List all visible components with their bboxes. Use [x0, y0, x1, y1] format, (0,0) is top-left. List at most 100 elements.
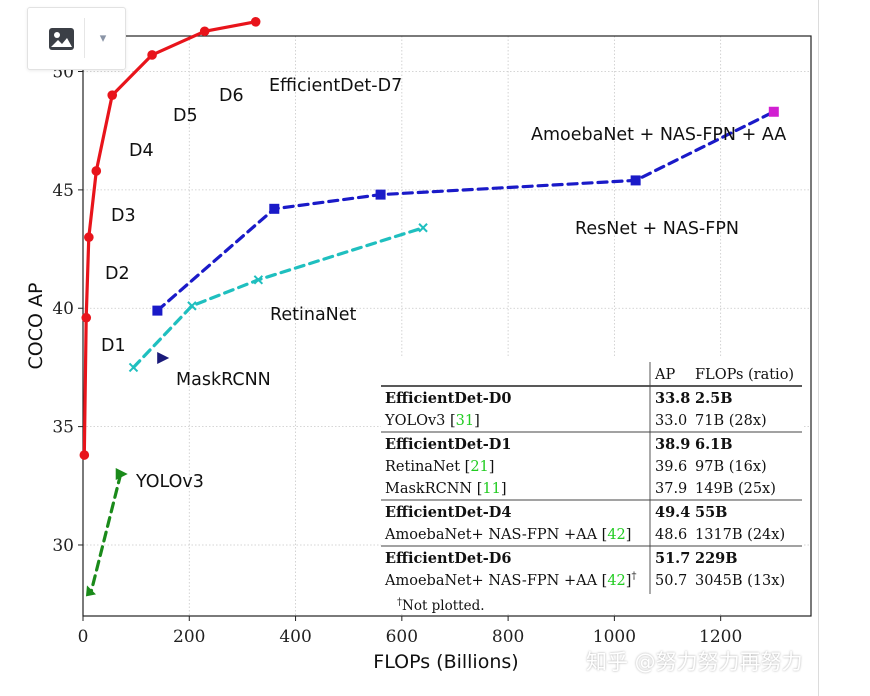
data-point — [85, 585, 96, 597]
marker-stroke — [418, 223, 428, 233]
table-cell-model: RetinaNet [21] — [385, 459, 494, 475]
series-maskrcnn — [157, 351, 170, 364]
table-footnote-dagger: † — [397, 597, 402, 608]
table-cell-flops: 229B — [695, 550, 738, 567]
table-cell-model-text: YOLOv3 [ — [384, 413, 456, 429]
table-cell-model: MaskRCNN [11] — [385, 481, 507, 497]
table-cell-ap: 51.7 — [655, 550, 690, 567]
annotations: EfficientDet-D7 D6 D5 D4 D3 D2 D1 AmoebaNet + N… — [101, 76, 786, 492]
table-cell-ap: 33.8 — [655, 390, 690, 407]
table-cell-flops: 3045B (13x) — [695, 573, 785, 589]
annotation-d3: D3 — [111, 206, 136, 226]
table-cell-ref-close: ] — [489, 459, 495, 475]
table-bg — [381, 358, 802, 614]
series-line-efficientdet — [82, 20, 258, 457]
data-point — [630, 175, 641, 186]
annotation-retinanet: RetinaNet — [270, 305, 357, 325]
y-tick-label: 30 — [52, 536, 74, 556]
table-cell-model: AmoebaNet+ NAS-FPN +AA [42] — [384, 527, 631, 543]
table-cell-ref: 42 — [607, 573, 625, 589]
table-cell-ap: 33.0 — [655, 413, 687, 429]
table-cell-model: YOLOv3 [31] — [384, 413, 480, 429]
annotation-yolov3: YOLOv3 — [135, 472, 204, 492]
table-cell-model-text: MaskRCNN [ — [385, 481, 482, 497]
y-axis-label: COCO AP — [25, 283, 47, 370]
data-point — [128, 362, 139, 373]
data-point — [81, 312, 92, 323]
table-cell-flops: 6.1B — [695, 436, 732, 453]
annotation-d6: D6 — [219, 86, 244, 106]
x-tick-label: 600 — [386, 627, 418, 647]
annotation-resnet-nas-fpn: ResNet + NAS-FPN — [575, 219, 739, 239]
table-header-flops: FLOPs (ratio) — [695, 367, 794, 383]
data-point — [269, 203, 280, 214]
y-tick-label: 40 — [52, 299, 74, 319]
table-cell-flops: 55B — [695, 504, 727, 521]
data-point — [768, 106, 779, 117]
page-scroll-area[interactable] — [818, 0, 870, 696]
table-cell-flops: 1317B (24x) — [695, 527, 785, 543]
annotation-d1: D1 — [101, 336, 126, 356]
data-point — [157, 351, 170, 364]
x-tick-label: 800 — [492, 627, 524, 647]
series-amoebanet-nas-fpn-aa — [152, 106, 779, 316]
series-efficientdet — [79, 16, 261, 460]
annotation-d5: D5 — [173, 106, 198, 126]
table-cell-model-text: AmoebaNet+ NAS-FPN +AA [ — [384, 527, 607, 543]
y-tick-label: 35 — [52, 418, 74, 438]
series-line-yolov3 — [89, 472, 123, 594]
table-footnote-text: Not plotted. — [402, 598, 485, 614]
annotation-maskrcnn: MaskRCNN — [176, 370, 271, 390]
data-point — [418, 223, 428, 233]
image-toolbar: ▾ — [27, 7, 126, 70]
marker-stroke — [128, 362, 139, 373]
data-point — [375, 189, 386, 200]
data-point — [250, 16, 261, 27]
series-yolov3 — [85, 467, 128, 597]
data-point — [84, 232, 94, 243]
data-point — [79, 450, 90, 460]
table-cell-ap: 48.6 — [655, 527, 687, 543]
series-group — [79, 16, 779, 597]
series-retinanet — [128, 223, 428, 373]
plot-frame — [82, 35, 812, 617]
data-point — [115, 467, 128, 480]
comparison-table: AP FLOPs (ratio) EfficientDet-D0 33.8 2.5B YO… — [381, 358, 802, 614]
table-cell-ref-close: ] — [501, 481, 507, 497]
table-cell-flops: 2.5B — [695, 390, 732, 407]
image-icon[interactable] — [48, 27, 75, 51]
table-cell-ref-close: ] — [474, 413, 480, 429]
watermark: 知乎 @努力努力再努力 — [586, 650, 803, 674]
data-point — [91, 166, 102, 176]
x-tick-label: 1200 — [699, 627, 742, 647]
data-point — [147, 50, 157, 60]
data-point — [187, 301, 197, 311]
table-cell-model-text: EfficientDet-D4 — [385, 504, 511, 521]
table-cell-ref: 11 — [482, 481, 500, 497]
annotation-amoebanet-nas-fpn-aa: AmoebaNet + NAS-FPN + AA — [531, 125, 786, 145]
chevron-down-icon[interactable]: ▾ — [99, 31, 107, 46]
table-cell-flops: 71B (28x) — [695, 413, 767, 429]
table-cell-dagger: † — [631, 571, 636, 582]
table-cell-model-text: EfficientDet-D1 — [385, 436, 511, 453]
y-tick-label: 45 — [52, 181, 74, 201]
annotation-d2: D2 — [105, 264, 130, 284]
table-cell-model: AmoebaNet+ NAS-FPN +AA [42]† — [384, 571, 636, 589]
table-cell-ref: 21 — [470, 459, 488, 475]
table-cell-model-text: EfficientDet-D6 — [385, 550, 511, 567]
x-tick-label: 1000 — [593, 627, 636, 647]
table-cell-ap: 38.9 — [655, 436, 690, 453]
table-cell-flops: 97B (16x) — [695, 459, 767, 475]
annotation-d4: D4 — [129, 141, 154, 161]
table-cell-model: EfficientDet-D1 — [385, 436, 511, 453]
table-cell-ref: 42 — [607, 527, 625, 543]
data-point — [199, 26, 210, 37]
marker-stroke — [187, 301, 197, 311]
data-point — [107, 90, 118, 100]
table-cell-ref-close: ] — [626, 527, 632, 543]
table-cell-ap: 39.6 — [655, 459, 687, 475]
table-cell-model-text: EfficientDet-D0 — [385, 390, 511, 407]
x-tick-label: 0 — [78, 627, 89, 647]
table-cell-model: EfficientDet-D6 — [385, 550, 511, 567]
